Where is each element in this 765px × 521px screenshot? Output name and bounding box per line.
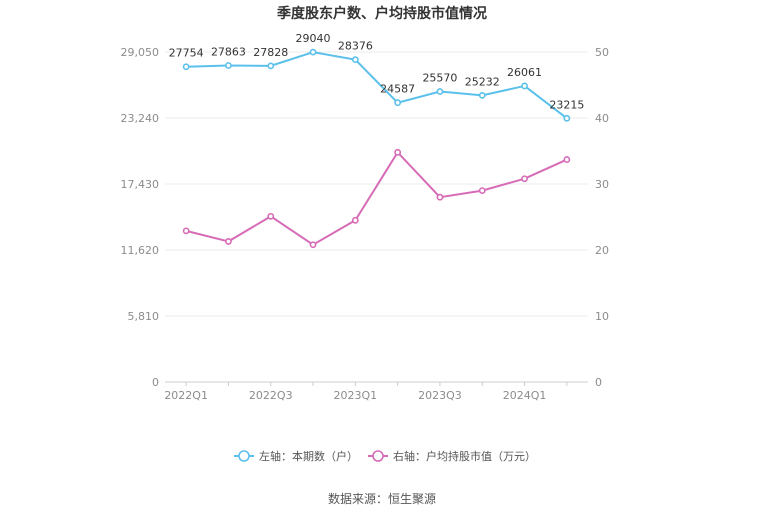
- data-point[interactable]: [521, 82, 528, 90]
- axes: 0 5,810 11,620 17,430 23,240 29,050 0 10 20 30 40 5…: [121, 46, 610, 402]
- legend-marker: [238, 450, 250, 462]
- left-tick-label: 0: [152, 376, 159, 389]
- data-point[interactable]: [309, 48, 317, 56]
- series-line-1: [186, 51, 568, 120]
- right-tick-label: 0: [595, 376, 602, 389]
- data-label: 25570: [422, 72, 457, 85]
- source-note: 数据来源：恒生聚源: [328, 491, 436, 506]
- data-point[interactable]: [182, 63, 190, 71]
- right-tick-label: 20: [595, 244, 609, 257]
- data-point[interactable]: [436, 88, 444, 95]
- data-labels: 27754 27863 27828 29040 28376 24587 25570 25232…: [169, 32, 585, 111]
- legend-label[interactable]: 左轴：本期数（户）: [259, 449, 358, 463]
- data-point[interactable]: [351, 56, 359, 64]
- left-tick-label: 5,810: [128, 310, 160, 323]
- grid-lines: [165, 51, 588, 383]
- right-tick-label: 10: [595, 310, 609, 323]
- data-point[interactable]: [436, 193, 444, 201]
- data-point[interactable]: [563, 114, 571, 122]
- series-line-2: [185, 150, 568, 246]
- legend-marker: [372, 450, 384, 462]
- data-point[interactable]: [182, 227, 190, 235]
- data-label: 23215: [549, 98, 584, 111]
- x-tick-label: 2022Q3: [249, 389, 293, 402]
- right-tick-label: 40: [595, 112, 609, 125]
- data-point[interactable]: [394, 148, 402, 156]
- x-tick-label: 2022Q1: [164, 389, 208, 402]
- x-tick-label: 2023Q1: [334, 389, 378, 402]
- data-point[interactable]: [521, 175, 528, 183]
- legend[interactable]: 左轴：本期数（户） 右轴：户均持股市值（万元）: [234, 449, 536, 463]
- data-point[interactable]: [267, 62, 275, 70]
- left-tick-label: 17,430: [121, 178, 160, 191]
- x-tick-label: 2023Q3: [418, 389, 462, 402]
- data-label: 27754: [169, 47, 204, 60]
- x-tick-label: 2024Q1: [503, 389, 547, 402]
- data-point[interactable]: [225, 238, 232, 245]
- right-tick-label: 30: [595, 178, 609, 191]
- chart-title: 季度股东户数、户均持股市值情况: [276, 5, 487, 22]
- data-label: 28376: [338, 40, 373, 53]
- data-label: 27863: [211, 45, 246, 58]
- data-point[interactable]: [309, 241, 317, 249]
- data-label: 29040: [296, 32, 331, 45]
- right-tick-label: 50: [595, 46, 609, 59]
- data-label: 25232: [465, 75, 500, 88]
- left-tick-label: 23,240: [121, 112, 160, 125]
- left-tick-label: 11,620: [121, 244, 160, 257]
- legend-label[interactable]: 右轴：户均持股市值（万元）: [393, 449, 536, 463]
- data-point[interactable]: [267, 212, 275, 220]
- data-label: 27828: [253, 46, 288, 59]
- data-point[interactable]: [394, 99, 402, 107]
- data-point[interactable]: [563, 156, 571, 163]
- data-label: 26061: [507, 66, 542, 79]
- data-point[interactable]: [225, 62, 232, 69]
- data-label: 24587: [380, 83, 415, 96]
- data-point[interactable]: [351, 216, 359, 224]
- series-layer: [182, 48, 571, 249]
- data-point[interactable]: [478, 187, 486, 194]
- data-point[interactable]: [478, 91, 486, 99]
- left-tick-label: 29,050: [121, 46, 160, 59]
